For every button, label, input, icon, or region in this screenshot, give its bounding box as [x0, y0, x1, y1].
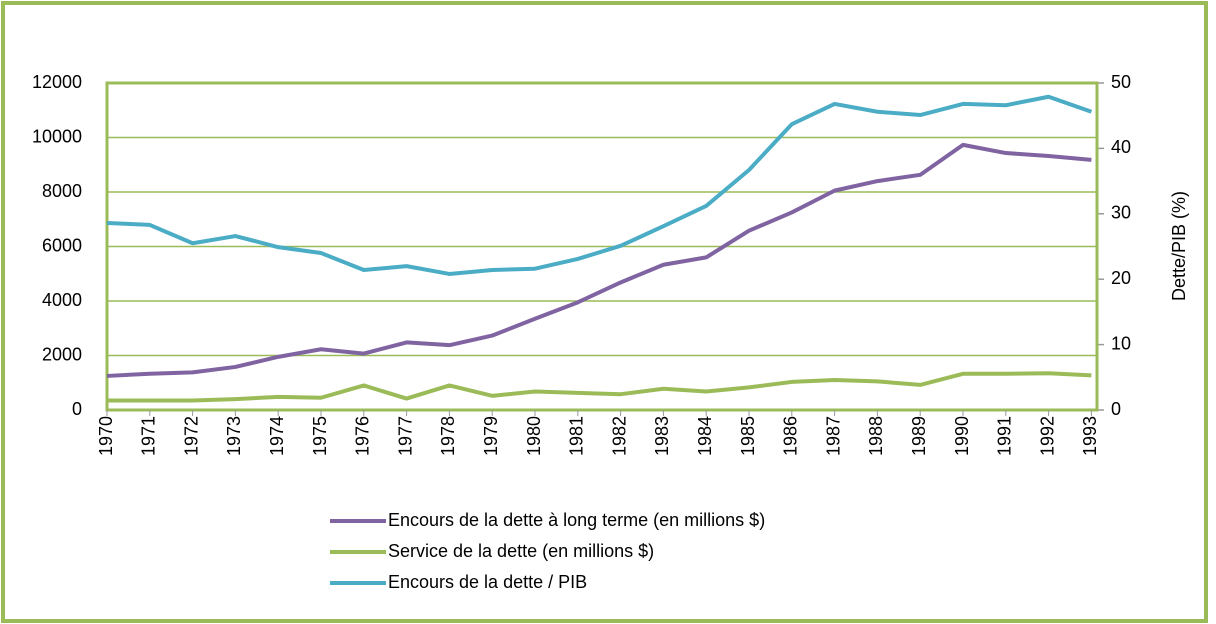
x-tick-label: 1986	[781, 416, 801, 456]
series-line	[107, 371, 1092, 403]
y-tick-label: 0	[72, 399, 82, 419]
x-tick-label: 1979	[481, 416, 501, 456]
x-tick-label: 1974	[267, 416, 287, 456]
y-tick-label: 10000	[32, 126, 82, 146]
x-tick-label: 1987	[823, 416, 843, 456]
y-tick-label: 2000	[42, 344, 82, 364]
series-line	[106, 94, 1093, 276]
x-tick-label: 1978	[438, 416, 458, 456]
x-tick-label: 1982	[609, 416, 629, 456]
y-tick-label: 4000	[42, 290, 82, 310]
legend-label: Encours de la dette / PIB	[388, 572, 587, 592]
y2-tick-label: 30	[1111, 203, 1131, 223]
y2-tick-label: 10	[1111, 333, 1131, 353]
y2-axis-title: Dette/PIB (%)	[1169, 191, 1189, 301]
x-tick-label: 1976	[353, 416, 373, 456]
x-tick-label: 1977	[395, 416, 415, 456]
x-tick-label: 1992	[1037, 416, 1057, 456]
x-tick-label: 1980	[524, 416, 544, 456]
series-line	[106, 142, 1092, 378]
plot-area	[105, 81, 1099, 412]
x-tick-label: 1970	[96, 416, 116, 456]
x-tick-label: 1993	[1080, 416, 1100, 456]
legend-label: Encours de la dette à long terme (en mil…	[388, 510, 765, 530]
y2-tick-label: 0	[1111, 399, 1121, 419]
x-tick-label: 1990	[952, 416, 972, 456]
x-tick-label: 1985	[738, 416, 758, 456]
y-tick-label: 8000	[42, 181, 82, 201]
y-tick-label: 12000	[32, 72, 82, 92]
y2-tick-label: 50	[1111, 72, 1131, 92]
x-tick-label: 1983	[652, 416, 672, 456]
x-tick-label: 1973	[224, 416, 244, 456]
x-tick-label: 1991	[995, 416, 1015, 456]
y2-tick-label: 40	[1111, 137, 1131, 157]
x-tick-label: 1972	[181, 416, 201, 456]
x-tick-label: 1975	[310, 416, 330, 456]
x-tick-label: 1984	[695, 416, 715, 456]
x-tick-label: 1971	[139, 416, 159, 456]
x-tick-label: 1981	[567, 416, 587, 456]
x-tick-label: 1989	[909, 416, 929, 456]
y-tick-label: 6000	[42, 235, 82, 255]
legend-label: Service de la dette (en millions $)	[388, 541, 654, 561]
x-tick-label: 1988	[866, 416, 886, 456]
y2-tick-label: 20	[1111, 268, 1131, 288]
